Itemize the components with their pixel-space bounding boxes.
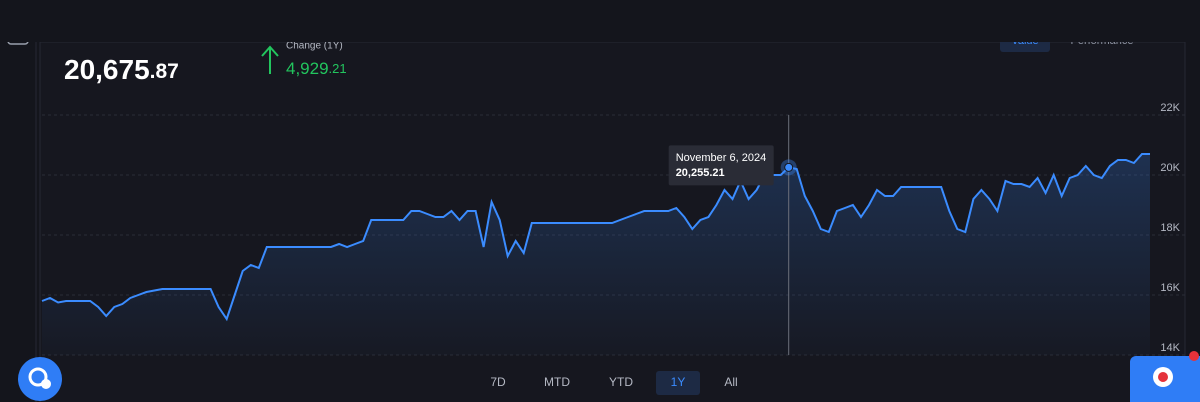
tooltip-value: 20,255.21 [676, 167, 725, 179]
hover-point [784, 162, 794, 172]
chat-button[interactable] [18, 357, 62, 401]
change-label: Change (1Y) [286, 41, 343, 52]
range-button[interactable]: 7D [490, 375, 506, 389]
line [41, 153, 1150, 322]
tooltip-date: November 6, 2024 [676, 152, 767, 164]
y-tick-label: 18K [1160, 222, 1180, 234]
change-int: 4,929 [286, 59, 329, 78]
nav-bar [0, 0, 1200, 42]
y-tick-label: 22K [1160, 102, 1180, 114]
range-button[interactable]: YTD [609, 375, 633, 389]
range-button[interactable]: MTD [544, 375, 570, 389]
tooltip-box [668, 145, 774, 186]
value-int: 20,675 [64, 54, 150, 85]
range-button[interactable]: All [724, 375, 737, 389]
change-value: 4,929.21 [286, 59, 347, 78]
y-tick-label: 14K [1160, 342, 1180, 354]
value-dec: .87 [150, 60, 179, 83]
range-active[interactable] [656, 371, 700, 395]
y-tick-label: 20K [1160, 162, 1180, 174]
portfolio-value: 20,675.87 [64, 54, 179, 85]
support-button[interactable] [1130, 351, 1200, 402]
up-arrow [261, 45, 279, 74]
change-dec: .21 [329, 61, 347, 76]
area [42, 154, 1150, 355]
range-button[interactable]: 1Y [671, 375, 686, 389]
y-tick-label: 16K [1160, 282, 1180, 294]
